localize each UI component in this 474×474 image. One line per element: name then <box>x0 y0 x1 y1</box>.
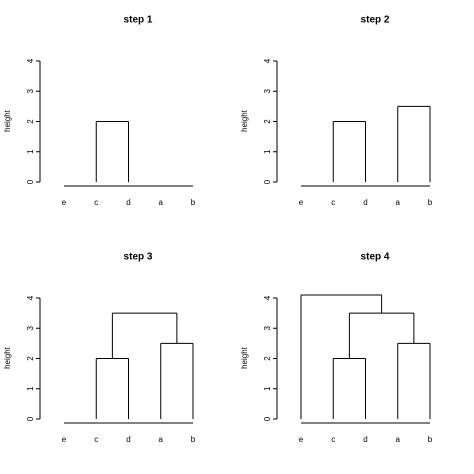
leaf-label: b <box>428 435 433 444</box>
leaf-label: c <box>94 198 98 207</box>
chart-title: step 1 <box>124 15 153 26</box>
leaf-label: c <box>94 435 98 444</box>
y-tick-label: 2 <box>26 356 35 361</box>
leaf-label: d <box>363 435 367 444</box>
y-tick-label: 4 <box>263 295 272 300</box>
leaf-label: b <box>428 198 433 207</box>
y-tick-label: 4 <box>26 58 35 63</box>
y-tick-label: 3 <box>263 88 272 93</box>
y-tick-label: 1 <box>26 386 35 391</box>
y-tick-label: 2 <box>263 119 272 124</box>
chart-title: step 3 <box>124 252 153 263</box>
y-axis-label: height <box>3 346 12 369</box>
y-tick-label: 0 <box>26 179 35 184</box>
y-tick-label: 4 <box>263 58 272 63</box>
leaf-label: e <box>299 435 304 444</box>
y-tick-label: 1 <box>26 149 35 154</box>
leaf-label: a <box>159 198 164 207</box>
leaf-label: e <box>62 198 67 207</box>
y-tick-label: 0 <box>263 179 272 184</box>
leaf-label: e <box>62 435 67 444</box>
leaf-label: b <box>191 198 196 207</box>
leaf-label: c <box>331 435 335 444</box>
leaf-label: c <box>331 198 335 207</box>
y-tick-label: 0 <box>26 416 35 421</box>
y-tick-label: 0 <box>263 416 272 421</box>
chart-title: step 4 <box>361 252 390 263</box>
y-axis-label: height <box>240 109 249 132</box>
y-tick-label: 2 <box>26 119 35 124</box>
y-tick-label: 3 <box>263 325 272 330</box>
leaf-label: d <box>126 435 130 444</box>
leaf-label: a <box>396 198 401 207</box>
y-tick-label: 1 <box>263 149 272 154</box>
y-axis-label: height <box>3 109 12 132</box>
leaf-label: a <box>159 435 164 444</box>
leaf-label: d <box>363 198 367 207</box>
leaf-label: a <box>396 435 401 444</box>
y-tick-label: 2 <box>263 356 272 361</box>
chart-title: step 2 <box>361 15 390 26</box>
leaf-label: d <box>126 198 130 207</box>
leaf-label: b <box>191 435 196 444</box>
y-axis-label: height <box>240 346 249 369</box>
y-tick-label: 1 <box>263 386 272 391</box>
leaf-label: e <box>299 198 304 207</box>
y-tick-label: 4 <box>26 295 35 300</box>
y-tick-label: 3 <box>26 88 35 93</box>
y-tick-label: 3 <box>26 325 35 330</box>
